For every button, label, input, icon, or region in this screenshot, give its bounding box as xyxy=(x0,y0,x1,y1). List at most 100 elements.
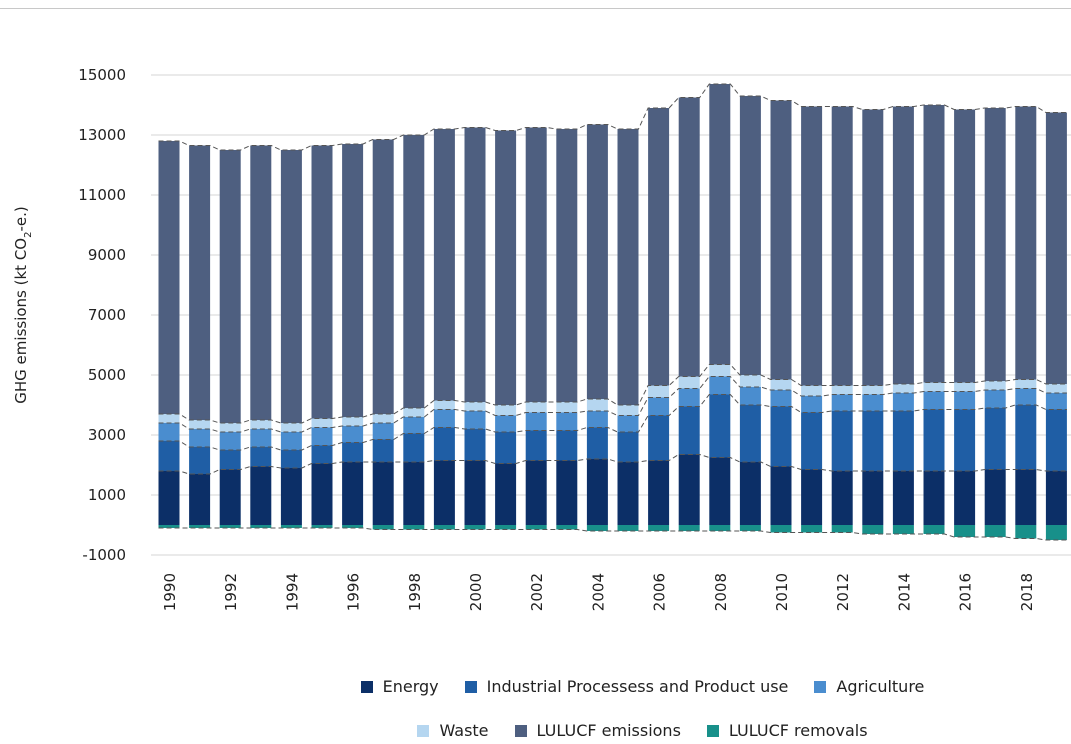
bar-segment xyxy=(372,423,394,440)
bar-segment xyxy=(311,427,333,446)
bar-segment xyxy=(495,405,517,416)
bar-segment xyxy=(862,411,884,471)
bar-segment xyxy=(801,469,823,525)
bar-segment xyxy=(892,384,914,393)
bar-segment xyxy=(954,525,976,537)
bar-segment xyxy=(158,141,180,414)
bar-segment xyxy=(403,135,425,408)
bar-segment xyxy=(219,525,241,528)
gridlines xyxy=(151,74,1071,556)
bar-segment xyxy=(831,385,853,395)
bar-segment xyxy=(495,130,517,405)
stack-outline xyxy=(158,454,1067,475)
y-tick-label: 13000 xyxy=(78,126,126,144)
bar-segment xyxy=(403,525,425,530)
bar-segment xyxy=(495,463,517,525)
bar-segment xyxy=(219,432,241,450)
bar-segment xyxy=(433,409,455,428)
bar-segment xyxy=(678,376,700,389)
bar-segment xyxy=(801,525,823,533)
bar-segment xyxy=(770,390,792,407)
bar-segment xyxy=(617,432,639,462)
bar-segment xyxy=(984,469,1006,525)
bar-segment xyxy=(678,454,700,525)
bar-segment xyxy=(311,463,333,525)
bar-segment xyxy=(464,127,486,402)
legend-swatch xyxy=(706,724,719,737)
bar-segment xyxy=(739,405,761,462)
stack-outlines xyxy=(158,83,1067,541)
bar-segment xyxy=(586,427,608,459)
bars xyxy=(158,84,1067,540)
bar-segment xyxy=(311,525,333,528)
bar-segment xyxy=(342,525,364,528)
bar-segment xyxy=(892,106,914,384)
stack-outline xyxy=(158,83,1067,151)
bar-segment xyxy=(311,418,333,428)
legend-label: Waste xyxy=(439,721,489,740)
bar-segment xyxy=(189,429,211,447)
bar-segment xyxy=(250,145,272,420)
y-tick-label: 7000 xyxy=(88,306,126,324)
y-tick-labels: 15000 13000 11000 9000 7000 5000 3000 1000 -1000 xyxy=(78,66,126,564)
bar-segment xyxy=(862,471,884,525)
bar-segment xyxy=(342,417,364,426)
y-tick-label: -1000 xyxy=(82,546,126,564)
bar-segment xyxy=(495,415,517,432)
bar-segment xyxy=(892,411,914,471)
legend-label: LULUCF emissions xyxy=(536,721,681,740)
bar-segment xyxy=(709,457,731,525)
x-tick-label: 2006 xyxy=(651,573,669,611)
bar-segment xyxy=(525,430,547,461)
bar-segment xyxy=(280,468,302,525)
bar-segment xyxy=(342,144,364,417)
bar-segment xyxy=(678,388,700,407)
bar-segment xyxy=(801,106,823,386)
legend-item: Waste xyxy=(417,721,489,740)
bar-segment xyxy=(586,124,608,399)
bar-segment xyxy=(831,106,853,386)
legend-swatch xyxy=(514,724,527,737)
bar-segment xyxy=(464,411,486,429)
bar-segment xyxy=(954,391,976,410)
bar-segment xyxy=(433,460,455,525)
bar-segment xyxy=(648,397,670,416)
bar-segment xyxy=(923,105,945,383)
bar-segment xyxy=(250,429,272,447)
x-tick-label: 1992 xyxy=(222,573,240,611)
stack-outline xyxy=(158,364,1067,424)
legend-label: LULUCF removals xyxy=(728,721,868,740)
legend-row-1: Energy Industrial Processess and Product … xyxy=(0,677,1071,696)
bar-segment xyxy=(770,100,792,380)
bar-segment xyxy=(1045,112,1067,384)
bar-segment xyxy=(372,139,394,414)
bar-segment xyxy=(464,460,486,525)
legend-swatch xyxy=(360,680,373,693)
bar-segment xyxy=(892,525,914,534)
bar-segment xyxy=(403,417,425,434)
bar-segment xyxy=(984,108,1006,381)
bar-segment xyxy=(372,462,394,525)
bar-segment xyxy=(189,525,211,528)
bar-segment xyxy=(403,408,425,417)
bar-segment xyxy=(617,525,639,531)
bar-segment xyxy=(158,441,180,471)
y-tick-label: 11000 xyxy=(78,186,126,204)
bar-segment xyxy=(525,525,547,530)
bar-segment xyxy=(770,379,792,390)
bar-segment xyxy=(280,432,302,450)
bar-segment xyxy=(1015,405,1037,470)
bar-segment xyxy=(1015,525,1037,539)
bar-segment xyxy=(923,471,945,525)
y-axis-label: GHG emissions (kt CO2-e.) xyxy=(12,206,34,403)
bar-segment xyxy=(403,462,425,525)
x-tick-label: 2010 xyxy=(773,573,791,611)
bar-segment xyxy=(495,525,517,530)
bar-segment xyxy=(342,442,364,462)
bar-segment xyxy=(984,408,1006,470)
bar-segment xyxy=(556,402,578,413)
bar-segment xyxy=(862,394,884,411)
bar-segment xyxy=(923,382,945,392)
bar-segment xyxy=(831,471,853,525)
bar-segment xyxy=(189,145,211,420)
